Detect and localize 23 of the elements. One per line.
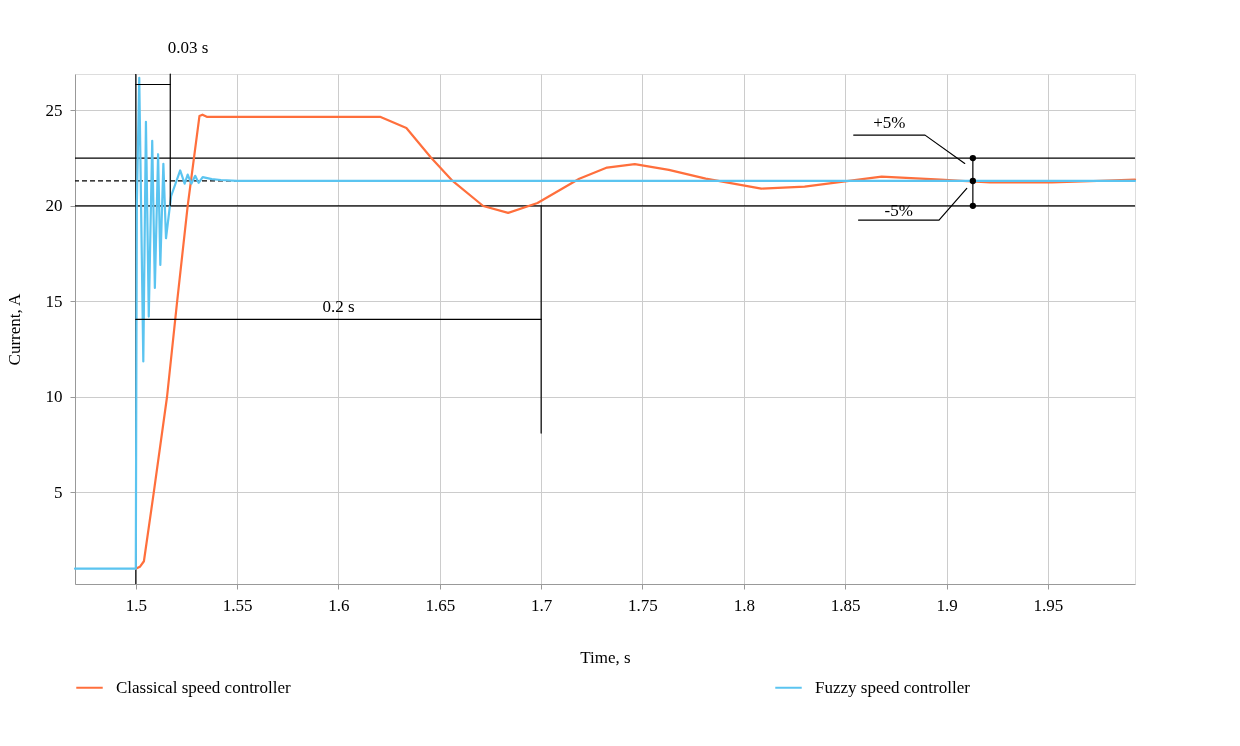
x-tick-label: 1.85 (830, 595, 861, 615)
y-tick-label: 15 (45, 291, 63, 311)
annotation: -5% (884, 201, 913, 221)
x-tick-label: 1.9 (936, 595, 958, 615)
x-tick-label: 1.6 (328, 595, 350, 615)
legend-label: Classical speed controller (116, 677, 291, 697)
annotation: 0.03 s (167, 37, 209, 57)
x-tick-label: 1.5 (125, 595, 147, 615)
legend-label: Fuzzy speed controller (815, 677, 971, 697)
x-tick-label: 1.8 (733, 595, 755, 615)
y-tick-label: 20 (45, 196, 63, 216)
annotation: +5% (873, 113, 906, 133)
x-tick-label: 1.95 (1033, 595, 1064, 615)
y-axis-title: Current, A (4, 292, 24, 366)
x-tick-label: 1.65 (425, 595, 456, 615)
x-axis-title: Time, s (580, 647, 631, 667)
y-tick-label: 10 (45, 387, 63, 407)
x-tick-label: 1.55 (222, 595, 253, 615)
x-tick-label: 1.7 (531, 595, 553, 615)
x-tick-label: 1.75 (628, 595, 658, 615)
y-tick-label: 25 (45, 100, 63, 120)
annotation: 0.2 s (322, 297, 355, 317)
y-tick-label: 5 (54, 482, 63, 502)
